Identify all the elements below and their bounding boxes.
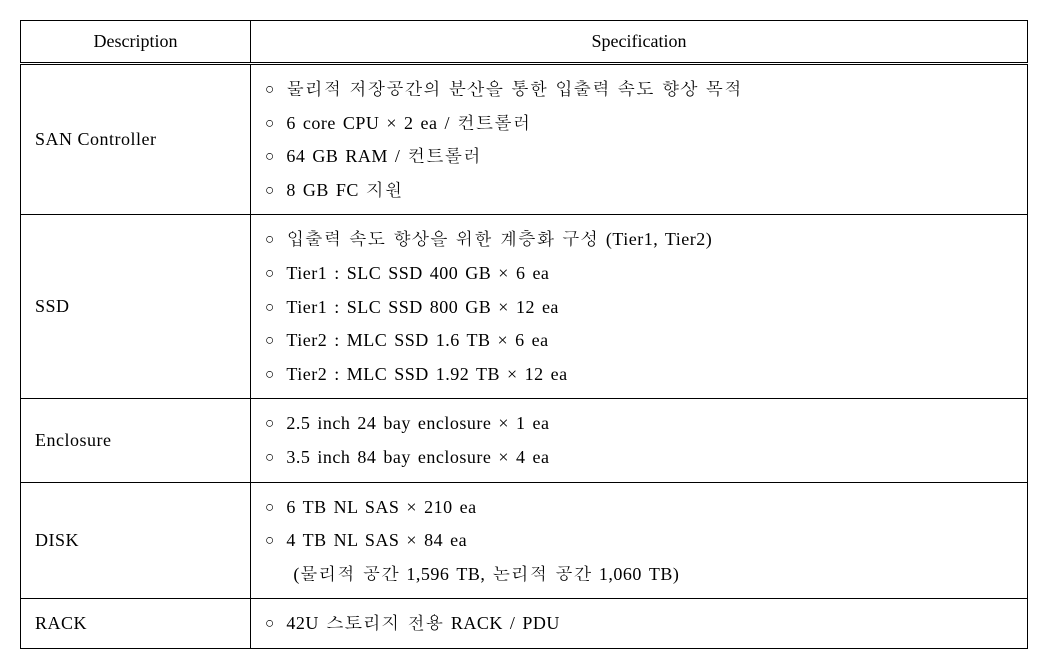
cell-description: SAN Controller [21,64,251,215]
spec-item: Tier2 : MLC SSD 1.92 TB × 12 ea [265,359,1015,390]
cell-specification: 42U 스토리지 전용 RACK / PDU [251,599,1028,649]
cell-specification: 입출력 속도 향상을 위한 계층화 구성 (Tier1, Tier2)Tier1… [251,215,1028,399]
table-row: Enclosure2.5 inch 24 bay enclosure × 1 e… [21,399,1028,482]
spec-list: 2.5 inch 24 bay enclosure × 1 ea3.5 inch… [265,408,1015,472]
spec-item: Tier1 : SLC SSD 400 GB × 6 ea [265,258,1015,289]
cell-description: DISK [21,482,251,599]
cell-specification: 2.5 inch 24 bay enclosure × 1 ea3.5 inch… [251,399,1028,482]
spec-item: 입출력 속도 향상을 위한 계층화 구성 (Tier1, Tier2) [265,224,1015,255]
spec-list: 물리적 저장공간의 분산을 통한 입출력 속도 향상 목적6 core CPU … [265,74,1015,205]
table-row: SSD입출력 속도 향상을 위한 계층화 구성 (Tier1, Tier2)Ti… [21,215,1028,399]
table-header: Description Specification [21,21,1028,64]
spec-item: 2.5 inch 24 bay enclosure × 1 ea [265,408,1015,439]
table-row: SAN Controller물리적 저장공간의 분산을 통한 입출력 속도 향상… [21,64,1028,215]
table-body: SAN Controller물리적 저장공간의 분산을 통한 입출력 속도 향상… [21,64,1028,649]
table-row: RACK42U 스토리지 전용 RACK / PDU [21,599,1028,649]
spec-item: Tier2 : MLC SSD 1.6 TB × 6 ea [265,325,1015,356]
spec-item: 3.5 inch 84 bay enclosure × 4 ea [265,442,1015,473]
spec-item: 6 TB NL SAS × 210 ea [265,492,1015,523]
spec-item: 물리적 저장공간의 분산을 통한 입출력 속도 향상 목적 [265,74,1015,105]
cell-specification: 6 TB NL SAS × 210 ea4 TB NL SAS × 84 ea … [251,482,1028,599]
spec-item: 4 TB NL SAS × 84 ea [265,525,1015,556]
table-row: DISK6 TB NL SAS × 210 ea4 TB NL SAS × 84… [21,482,1028,599]
cell-description: RACK [21,599,251,649]
col-header-description: Description [21,21,251,64]
cell-description: Enclosure [21,399,251,482]
cell-description: SSD [21,215,251,399]
spec-item: 6 core CPU × 2 ea / 컨트롤러 [265,108,1015,139]
spec-item: (물리적 공간 1,596 TB, 논리적 공간 1,060 TB) [265,559,1015,590]
spec-item: Tier1 : SLC SSD 800 GB × 12 ea [265,292,1015,323]
col-header-specification: Specification [251,21,1028,64]
spec-list: 입출력 속도 향상을 위한 계층화 구성 (Tier1, Tier2)Tier1… [265,224,1015,389]
spec-item: 64 GB RAM / 컨트롤러 [265,141,1015,172]
cell-specification: 물리적 저장공간의 분산을 통한 입출력 속도 향상 목적6 core CPU … [251,64,1028,215]
spec-table: Description Specification SAN Controller… [20,20,1028,649]
spec-item: 8 GB FC 지원 [265,175,1015,206]
spec-list: 6 TB NL SAS × 210 ea4 TB NL SAS × 84 ea … [265,492,1015,590]
